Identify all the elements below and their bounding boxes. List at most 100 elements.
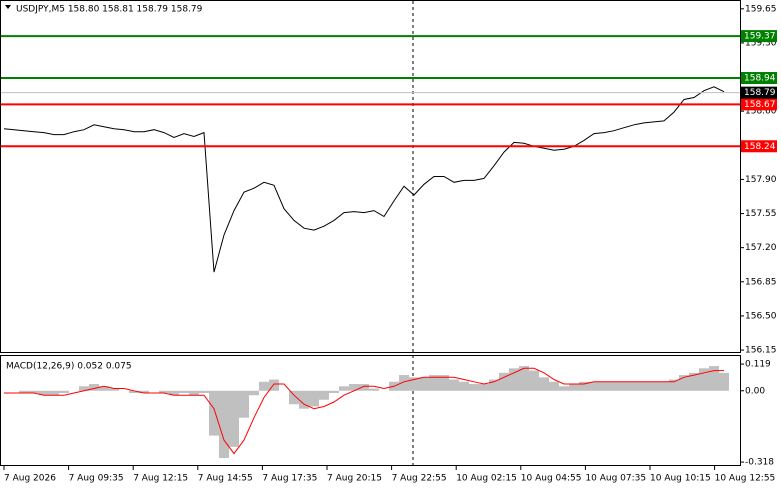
macd-bar [179, 390, 189, 394]
y-tick-label: 159.30 [745, 38, 777, 48]
macd-bar [339, 386, 349, 391]
macd-bar [289, 390, 299, 405]
macd-bar [469, 384, 479, 391]
macd-bar [19, 390, 29, 394]
macd-bar [89, 384, 99, 391]
x-tick-label: 7 Aug 22:55 [392, 474, 447, 484]
x-tick-label: 7 Aug 09:35 [69, 474, 124, 484]
macd-bar [499, 372, 509, 391]
y-tick-label: 0.119 [745, 360, 771, 370]
last-label: 158.79 [744, 88, 776, 98]
macd-bar [699, 368, 709, 391]
macd-bar [529, 370, 539, 391]
macd-bar [129, 390, 139, 394]
macd-bar [189, 390, 199, 396]
macd-bar [299, 390, 309, 409]
macd-bar [159, 390, 169, 394]
macd-panel [0, 355, 741, 466]
macd-bar [719, 372, 729, 391]
y-tick-label: 157.55 [745, 209, 777, 219]
level-tag [741, 30, 777, 43]
x-tick-label: 7 Aug 2026 [4, 474, 56, 484]
macd-bar [329, 390, 339, 394]
y-tick-label: 156.50 [745, 311, 777, 321]
macd-bar [139, 390, 149, 394]
y-tick-label: 0.00 [745, 386, 765, 396]
macd-bar [669, 379, 679, 391]
macd-bar [229, 390, 239, 447]
macd-bar [489, 379, 499, 391]
macd-bar [419, 377, 429, 391]
last-tag [741, 86, 777, 99]
macd-bar [369, 388, 379, 391]
macd-bar [439, 375, 449, 391]
macd-bar [349, 384, 359, 391]
macd-bar [449, 379, 459, 391]
macd-bar [239, 390, 249, 418]
macd-bar [589, 381, 599, 391]
macd-bar [639, 381, 649, 391]
macd-bar [459, 381, 469, 391]
macd-bar [679, 375, 689, 391]
macd-bar [79, 386, 89, 391]
macd-bar [49, 390, 59, 396]
level-label: 159.37 [744, 32, 776, 42]
macd-bar [269, 379, 279, 391]
x-tick-label: 10 Aug 07:35 [585, 474, 646, 484]
level-label: 158.94 [744, 74, 776, 84]
macd-bar [109, 388, 119, 391]
x-tick-label: 7 Aug 20:15 [327, 474, 382, 484]
macd-bar [509, 368, 519, 391]
level-label: 158.67 [744, 100, 776, 110]
x-tick-label: 7 Aug 17:35 [262, 474, 317, 484]
macd-bar [39, 390, 49, 396]
macd-bar [319, 390, 329, 400]
macd-bar [199, 390, 209, 394]
level-tag [741, 140, 777, 153]
macd-bar [519, 366, 529, 391]
macd-bar [609, 381, 619, 391]
y-tick-label: 158.60 [745, 107, 777, 117]
y-tick-label: 156.15 [745, 346, 777, 356]
x-tick-label: 7 Aug 14:55 [198, 474, 253, 484]
macd-bar [709, 366, 719, 391]
macd-bar [539, 377, 549, 391]
x-tick-label: 7 Aug 12:15 [133, 474, 188, 484]
price-panel [0, 0, 741, 353]
macd-bar [169, 390, 179, 396]
macd-bar [99, 386, 109, 391]
macd-bar [29, 390, 39, 394]
macd-bar [479, 384, 489, 391]
x-tick-label: 10 Aug 02:15 [456, 474, 517, 484]
y-tick-label: -0.318 [745, 458, 774, 468]
macd-bar [249, 390, 259, 396]
price-line [3, 86, 725, 273]
chart-title: USDJPY,M5 158.80 158.81 158.79 158.79 [16, 5, 203, 15]
macd-bar [579, 381, 589, 391]
macd-bar [569, 384, 579, 391]
macd-bar [629, 381, 639, 391]
menu-arrow [5, 5, 11, 9]
level-label: 158.24 [744, 142, 776, 152]
macd-bar [309, 390, 319, 407]
macd-bar [659, 381, 669, 391]
level-tag [741, 72, 777, 85]
macd-bar [559, 386, 569, 391]
macd-bar [359, 384, 369, 391]
macd-bar [219, 390, 229, 459]
x-tick-label: 10 Aug 10:15 [650, 474, 711, 484]
macd-bar [259, 381, 269, 391]
macd-bar [549, 381, 559, 391]
y-tick-label: 159.65 [745, 4, 777, 14]
y-tick-label: 157.20 [745, 243, 777, 253]
macd-bar [649, 381, 659, 391]
signal-line [4, 367, 724, 455]
macd-bar [689, 372, 699, 391]
macd-bar [409, 377, 419, 391]
y-tick-label: 156.85 [745, 277, 777, 287]
macd-bar [599, 381, 609, 391]
x-tick-label: 10 Aug 04:55 [521, 474, 582, 484]
macd-bar [59, 390, 69, 394]
